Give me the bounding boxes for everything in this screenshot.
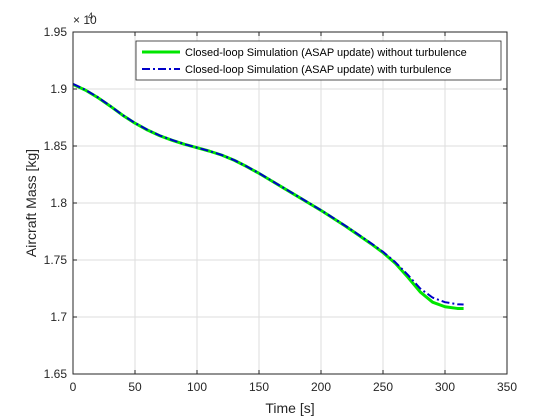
y-exponent-base: × 10: [73, 13, 97, 27]
y-tick-label: 1.9: [50, 82, 67, 96]
x-tick-label: 200: [311, 380, 331, 394]
x-tick-label: 300: [435, 380, 455, 394]
x-tick-label: 0: [70, 380, 77, 394]
legend-label-without-turbulence: Closed-loop Simulation (ASAP update) wit…: [185, 47, 467, 59]
y-exponent-power: 4: [88, 11, 93, 21]
y-tick-label: 1.7: [50, 310, 67, 324]
x-axis-ticks: 0 50 100 150 200 250 300 350: [70, 32, 517, 394]
x-tick-label: 250: [373, 380, 393, 394]
series-line-without-turbulence: [72, 83, 464, 310]
x-tick-label: 350: [497, 380, 517, 394]
x-tick-label: 100: [187, 380, 207, 394]
y-tick-label: 1.75: [44, 253, 68, 267]
y-tick-label: 1.8: [50, 196, 67, 210]
y-tick-label: 1.95: [44, 25, 68, 39]
y-tick-label: 1.65: [44, 367, 68, 381]
x-tick-label: 150: [249, 380, 269, 394]
x-tick-label: 50: [128, 380, 142, 394]
legend-label-with-turbulence: Closed-loop Simulation (ASAP update) wit…: [185, 64, 451, 76]
legend-box: [135, 40, 502, 81]
legend: Closed-loop Simulation (ASAP update) wit…: [135, 40, 502, 81]
y-tick-label: 1.85: [44, 139, 68, 153]
series-lines: [72, 82, 464, 310]
y-axis-ticks: 1.65 1.7 1.75 1.8 1.85 1.9 1.95: [44, 25, 507, 381]
y-axis-title: Aircraft Mass [kg]: [23, 149, 39, 257]
x-axis-title: Time [s]: [265, 400, 314, 416]
